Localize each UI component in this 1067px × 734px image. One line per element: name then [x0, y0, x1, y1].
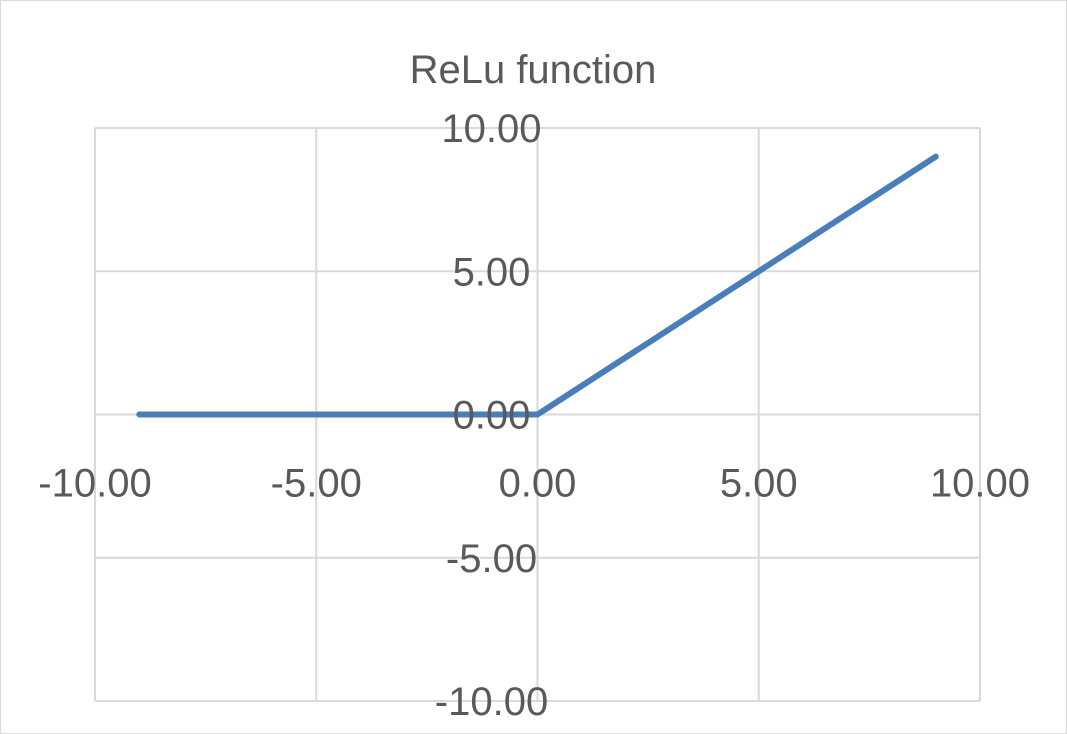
y-tick-label: -10.00 — [435, 680, 548, 724]
y-tick-label: 0.00 — [453, 394, 531, 438]
x-tick-label: -10.00 — [38, 462, 151, 506]
tick-labels: -10.00 -5.00 0.00 5.00 10.00 -10.00 -5.00 0.00 5… — [38, 107, 1030, 724]
x-tick-label: -5.00 — [271, 462, 362, 506]
y-tick-label: 10.00 — [441, 107, 541, 151]
y-tick-label: -5.00 — [446, 537, 537, 581]
x-tick-label: 5.00 — [720, 462, 798, 506]
y-tick-label: 5.00 — [453, 250, 531, 294]
x-tick-label: 10.00 — [930, 462, 1030, 506]
x-tick-label: 0.00 — [499, 462, 577, 506]
chart-title: ReLu function — [410, 48, 657, 92]
relu-series-line — [136, 153, 939, 418]
series-layer — [136, 153, 939, 418]
